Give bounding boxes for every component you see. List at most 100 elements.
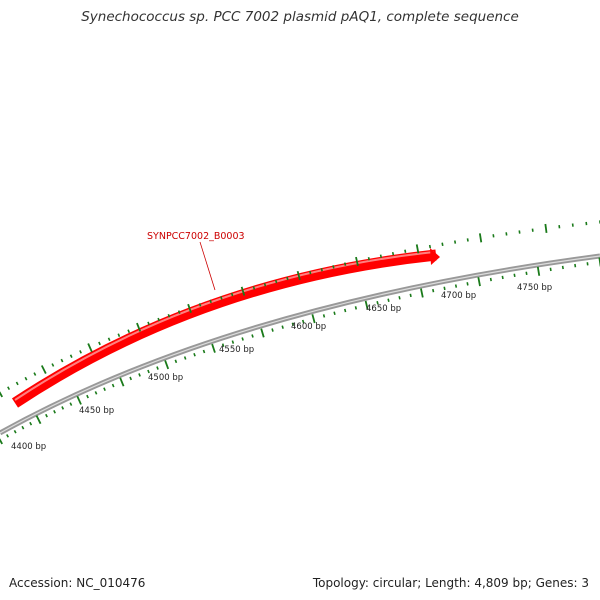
minor-tick bbox=[291, 322, 295, 327]
gene-arrow-head[interactable] bbox=[430, 248, 440, 265]
minor-tick bbox=[138, 373, 141, 377]
minor-tick bbox=[33, 372, 37, 376]
major-tick bbox=[477, 277, 481, 287]
scale-label: 4600 bp bbox=[291, 322, 326, 332]
minor-tick bbox=[230, 292, 234, 297]
minor-tick bbox=[86, 394, 89, 399]
scale-labels: 4400 bp 4450 bp 4500 bp 4550 bp 4600 bp 4650 … bbox=[11, 283, 552, 452]
minor-tick bbox=[367, 257, 371, 261]
minor-tick bbox=[60, 358, 64, 363]
major-tick bbox=[0, 391, 4, 398]
minor-tick bbox=[379, 254, 383, 258]
major-tick bbox=[478, 233, 483, 243]
scale-label: 4700 bp bbox=[441, 291, 476, 301]
minor-tick bbox=[432, 288, 435, 293]
minor-tick bbox=[398, 296, 401, 300]
scale-label: 4750 bp bbox=[517, 283, 552, 293]
major-tick bbox=[364, 300, 369, 310]
minor-tick bbox=[177, 310, 181, 314]
minor-tick bbox=[53, 410, 56, 414]
minor-tick bbox=[51, 363, 55, 367]
minor-tick bbox=[24, 376, 28, 381]
minor-tick bbox=[29, 421, 33, 426]
major-tick bbox=[311, 314, 316, 324]
minor-tick bbox=[387, 298, 390, 303]
minor-tick bbox=[79, 350, 82, 354]
minor-tick bbox=[7, 386, 11, 390]
accession-text: Accession: NC_010476 bbox=[9, 576, 146, 590]
minor-tick bbox=[111, 383, 115, 388]
minor-tick bbox=[231, 340, 235, 344]
minor-tick bbox=[198, 303, 202, 307]
major-tick bbox=[0, 438, 3, 445]
backbone-arc-highlight bbox=[0, 255, 600, 434]
minor-tick bbox=[501, 275, 504, 280]
minor-tick bbox=[301, 319, 305, 324]
minor-tick bbox=[251, 334, 254, 338]
minor-tick bbox=[129, 376, 133, 381]
minor-tick bbox=[157, 317, 160, 322]
minor-tick bbox=[286, 276, 289, 281]
minor-tick bbox=[454, 284, 458, 288]
minor-tick bbox=[107, 337, 111, 342]
minor-tick bbox=[220, 296, 223, 300]
minor-tick bbox=[489, 277, 492, 282]
minor-tick bbox=[333, 311, 336, 315]
major-tick bbox=[355, 256, 359, 267]
major-tick bbox=[187, 303, 192, 313]
major-tick bbox=[164, 360, 170, 370]
gene-label[interactable]: SYNPCC7002_B0003 bbox=[147, 231, 245, 242]
minor-tick bbox=[332, 265, 335, 269]
minor-tick bbox=[271, 328, 274, 332]
scale-label: 4550 bp bbox=[219, 345, 254, 355]
minor-tick bbox=[117, 333, 121, 337]
major-tick bbox=[136, 322, 142, 332]
major-tick bbox=[536, 266, 541, 276]
major-tick bbox=[260, 328, 265, 338]
minor-tick bbox=[209, 299, 212, 304]
major-tick bbox=[211, 343, 216, 353]
major-tick bbox=[240, 286, 246, 296]
gene-feature-arrow[interactable] bbox=[11, 249, 437, 408]
minor-tick bbox=[69, 354, 73, 358]
minor-tick bbox=[156, 366, 159, 370]
minor-tick bbox=[391, 251, 395, 256]
scale-label: 4450 bp bbox=[79, 406, 114, 416]
minor-tick bbox=[466, 238, 469, 242]
minor-tick bbox=[183, 356, 187, 360]
gene-feature-highlight bbox=[14, 251, 435, 401]
minor-tick bbox=[513, 273, 516, 278]
minor-tick bbox=[404, 249, 407, 253]
minor-tick bbox=[13, 429, 17, 434]
major-tick bbox=[420, 288, 424, 298]
minor-tick bbox=[94, 391, 98, 395]
minor-tick bbox=[281, 325, 284, 329]
major-tick bbox=[415, 244, 420, 254]
minor-tick bbox=[98, 341, 101, 346]
minor-tick bbox=[241, 337, 244, 341]
minor-tick bbox=[61, 406, 65, 410]
major-tick bbox=[40, 365, 47, 374]
minor-tick bbox=[443, 286, 446, 291]
minor-tick bbox=[525, 271, 528, 276]
major-tick bbox=[35, 415, 42, 425]
minor-tick bbox=[441, 242, 444, 246]
minor-tick bbox=[45, 413, 48, 418]
minor-tick bbox=[6, 434, 10, 438]
minor-tick bbox=[167, 314, 171, 318]
minor-tick bbox=[466, 282, 469, 286]
minor-tick bbox=[409, 293, 412, 298]
minor-tick bbox=[263, 282, 267, 287]
minor-tick bbox=[127, 329, 131, 333]
major-tick bbox=[76, 395, 82, 405]
minor-tick bbox=[147, 321, 150, 326]
minor-tick bbox=[354, 306, 358, 310]
scale-label: 4650 bp bbox=[366, 304, 401, 314]
map-title: Synechococcus sp. PCC 7002 plasmid pAQ1,… bbox=[81, 9, 519, 25]
minor-tick bbox=[202, 349, 206, 354]
major-tick bbox=[119, 377, 125, 387]
gene-label-leader bbox=[199, 241, 216, 291]
minor-tick bbox=[69, 402, 73, 406]
minor-tick bbox=[174, 359, 178, 364]
